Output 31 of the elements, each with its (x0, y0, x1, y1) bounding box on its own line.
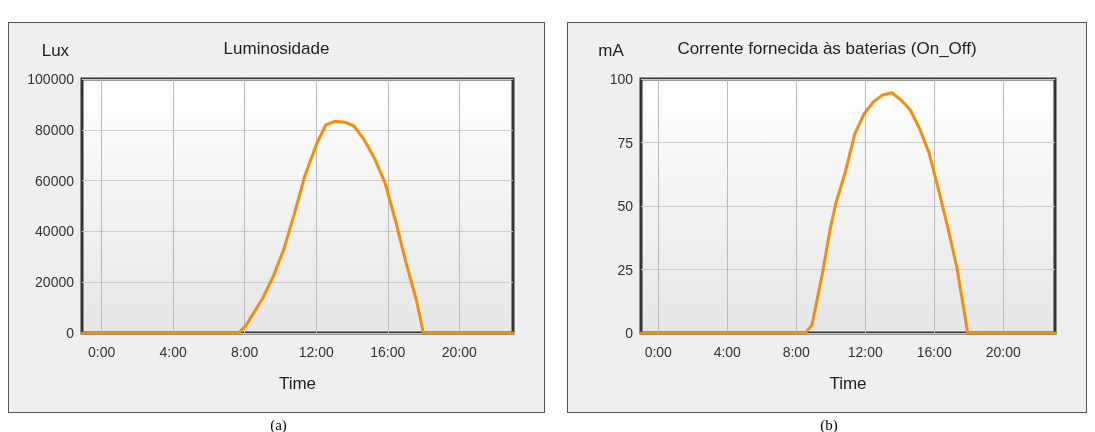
x-tick-label: 12:00 (298, 344, 334, 360)
y-tick-label: 60000 (35, 172, 75, 189)
y-tick-label: 80000 (35, 121, 75, 138)
x-tick-label: 8:00 (231, 344, 259, 360)
x-tick-label: 20:00 (441, 344, 478, 360)
x-tick-label: 0:00 (644, 344, 673, 360)
y-tick-label: 0 (625, 325, 634, 341)
y-axis-title: Lux (41, 41, 70, 60)
y-tick-label: 20000 (35, 274, 75, 291)
y-axis-title: mA (598, 41, 625, 60)
x-tick-label: 16:00 (370, 344, 406, 360)
y-tick-label: 25 (617, 261, 634, 278)
y-tick-label: 50 (617, 198, 634, 214)
x-tick-label: 4:00 (159, 344, 188, 360)
y-tick-label: 40000 (35, 223, 75, 240)
line-series (80, 119, 515, 335)
x-axis-title: Time (829, 374, 867, 393)
line-series (639, 91, 1057, 335)
chart-title: Corrente fornecida às baterias (On_Off) (677, 39, 977, 58)
y-tick-label: 100 (609, 71, 634, 87)
x-tick-label: 8:00 (782, 344, 811, 360)
x-tick-label: 4:00 (713, 344, 742, 360)
y-tick-label: 0 (66, 325, 75, 341)
x-tick-label: 0:00 (88, 344, 116, 360)
x-tick-label: 16:00 (916, 344, 952, 360)
y-tick-label: 100000 (27, 71, 75, 87)
x-tick-label: 20:00 (985, 344, 1021, 360)
y-tick-label: 75 (617, 134, 634, 151)
x-tick-label: 12:00 (847, 344, 883, 360)
x-axis-title: Time (278, 374, 317, 393)
chart-title: Luminosidade (223, 39, 330, 58)
